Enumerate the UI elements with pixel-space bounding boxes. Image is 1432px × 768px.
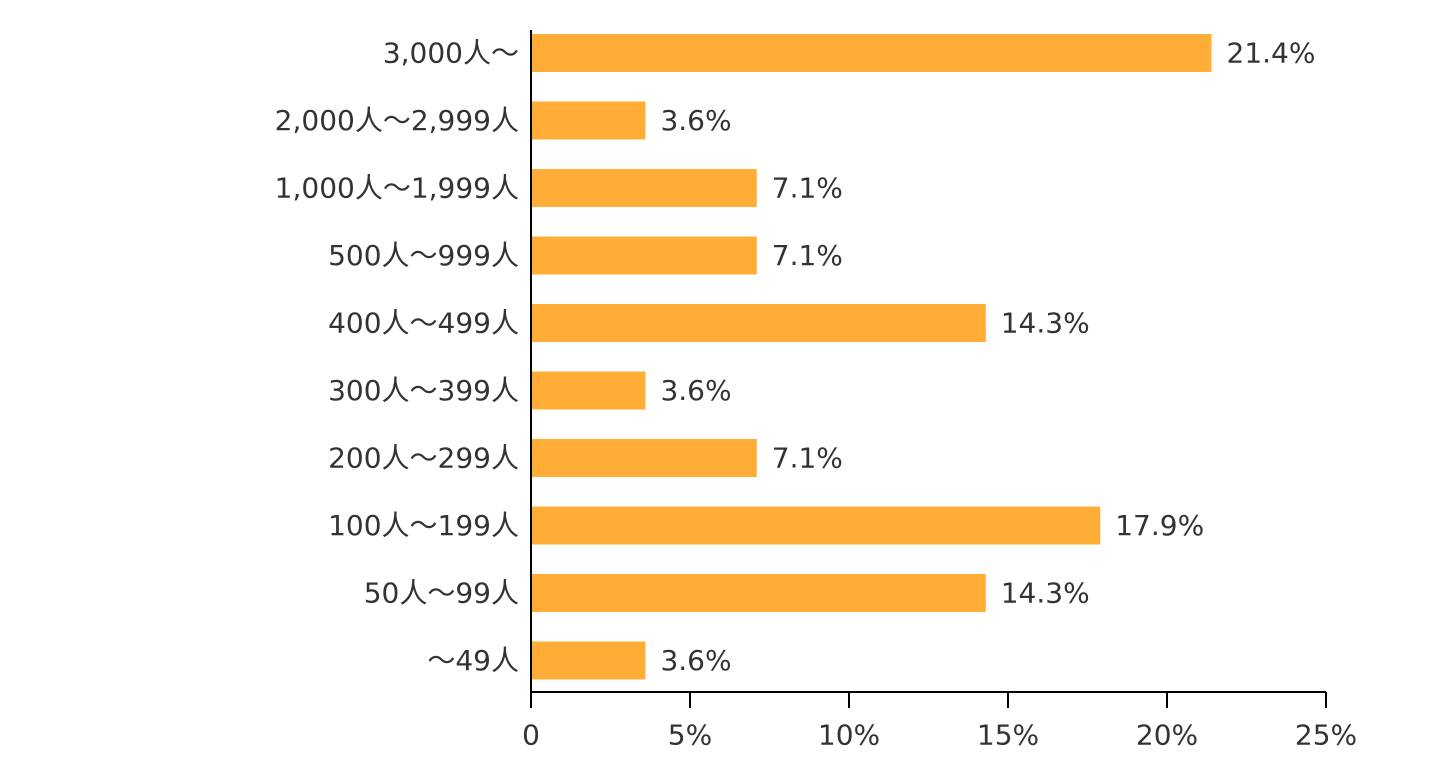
bar bbox=[531, 641, 646, 680]
data-label: 14.3% bbox=[1001, 307, 1090, 340]
axes bbox=[530, 30, 1326, 708]
data-label: 3.6% bbox=[660, 104, 731, 137]
data-label: 21.4% bbox=[1227, 37, 1316, 70]
value-labels: 21.4% 3.6% 7.1% 7.1% 14.3% 3.6% 7.1% 17.9% 14.3%… bbox=[660, 37, 1315, 678]
bar bbox=[531, 304, 986, 342]
x-tick-label: 10% bbox=[818, 719, 880, 752]
data-label: 3.6% bbox=[660, 644, 731, 677]
x-tick-label: 5% bbox=[668, 719, 712, 752]
data-label: 7.1% bbox=[772, 239, 843, 272]
data-label: 14.3% bbox=[1001, 577, 1090, 610]
bars bbox=[531, 34, 1212, 680]
bar bbox=[531, 574, 986, 612]
category-label: 1,000人～1,999人 bbox=[275, 172, 519, 205]
bar bbox=[531, 236, 757, 275]
category-label: 50人～99人 bbox=[364, 577, 519, 610]
bar bbox=[531, 439, 757, 477]
category-label: 3,000人～ bbox=[383, 37, 519, 70]
bar bbox=[531, 169, 757, 207]
category-label: 500人～999人 bbox=[328, 239, 519, 272]
category-label: 300人～399人 bbox=[328, 374, 519, 407]
category-label: 2,000人～2,999人 bbox=[275, 104, 519, 137]
data-label: 3.6% bbox=[660, 374, 731, 407]
data-label: 7.1% bbox=[772, 172, 843, 205]
x-tick-label: 25% bbox=[1295, 719, 1357, 752]
data-label: 17.9% bbox=[1115, 509, 1204, 542]
x-tick-label: 0 bbox=[522, 719, 540, 752]
x-tick-label: 15% bbox=[977, 719, 1039, 752]
bar bbox=[531, 371, 646, 410]
bar bbox=[531, 34, 1212, 72]
data-label: 7.1% bbox=[772, 442, 843, 475]
category-label: ～49人 bbox=[427, 644, 519, 677]
category-labels: 3,000人～ 2,000人～2,999人 1,000人～1,999人 500人～99… bbox=[275, 37, 519, 678]
category-label: 200人～299人 bbox=[328, 442, 519, 475]
category-label: 100人～199人 bbox=[328, 509, 519, 542]
bar bbox=[531, 506, 1101, 545]
x-ticks: 0 5% 10% 15% 20% 25% bbox=[522, 692, 1357, 752]
bar bbox=[531, 101, 646, 140]
category-label: 400人～499人 bbox=[328, 307, 519, 340]
x-tick-label: 20% bbox=[1136, 719, 1198, 752]
